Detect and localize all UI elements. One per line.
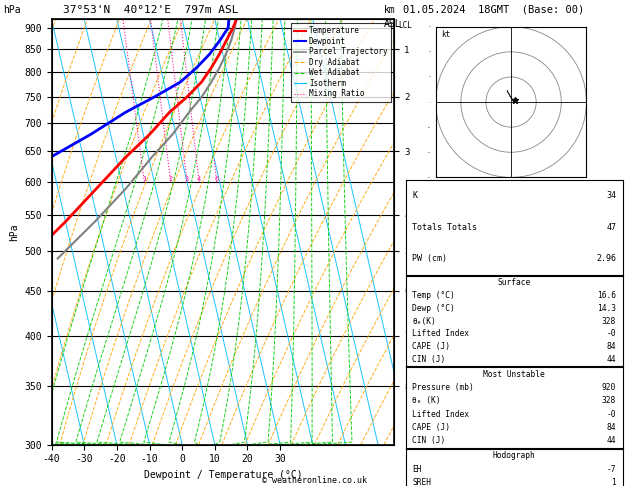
Text: Lifted Index: Lifted Index bbox=[412, 330, 469, 338]
Text: 328: 328 bbox=[602, 396, 616, 405]
Text: 44: 44 bbox=[607, 436, 616, 446]
Text: SREH: SREH bbox=[412, 478, 431, 486]
Text: 1: 1 bbox=[142, 175, 147, 182]
Text: LCL: LCL bbox=[399, 21, 413, 30]
Text: CAPE (J): CAPE (J) bbox=[412, 342, 450, 351]
Text: 2: 2 bbox=[169, 175, 173, 182]
Text: -0: -0 bbox=[607, 330, 616, 338]
Text: 1: 1 bbox=[611, 478, 616, 486]
Text: Totals Totals: Totals Totals bbox=[412, 223, 477, 232]
Text: 01.05.2024  18GMT  (Base: 00): 01.05.2024 18GMT (Base: 00) bbox=[403, 5, 584, 15]
Text: CIN (J): CIN (J) bbox=[412, 355, 445, 364]
Text: © weatheronline.co.uk: © weatheronline.co.uk bbox=[262, 476, 367, 485]
Text: hPa: hPa bbox=[3, 5, 21, 15]
Y-axis label: hPa: hPa bbox=[9, 223, 19, 241]
Text: Pressure (mb): Pressure (mb) bbox=[412, 383, 474, 392]
Text: 4: 4 bbox=[197, 175, 201, 182]
Text: 84: 84 bbox=[607, 342, 616, 351]
Y-axis label: Mixing Ratio (g/kg): Mixing Ratio (g/kg) bbox=[415, 181, 423, 283]
Text: 37°53'N  40°12'E  797m ASL: 37°53'N 40°12'E 797m ASL bbox=[63, 5, 239, 15]
Text: 44: 44 bbox=[607, 355, 616, 364]
Text: 2.96: 2.96 bbox=[596, 254, 616, 263]
Text: ASL: ASL bbox=[384, 19, 401, 30]
Text: -0: -0 bbox=[607, 410, 616, 419]
X-axis label: Dewpoint / Temperature (°C): Dewpoint / Temperature (°C) bbox=[143, 470, 303, 480]
Text: Most Unstable: Most Unstable bbox=[483, 369, 545, 379]
Text: K: K bbox=[412, 191, 417, 200]
Text: Hodograph: Hodograph bbox=[493, 451, 535, 460]
Text: EH: EH bbox=[412, 465, 421, 474]
Text: Surface: Surface bbox=[498, 278, 531, 287]
Text: CIN (J): CIN (J) bbox=[412, 436, 445, 446]
Text: 3: 3 bbox=[185, 175, 189, 182]
Text: 16.6: 16.6 bbox=[597, 291, 616, 300]
Text: -7: -7 bbox=[607, 465, 616, 474]
Text: 920: 920 bbox=[602, 383, 616, 392]
Text: CAPE (J): CAPE (J) bbox=[412, 423, 450, 432]
Text: θₑ(K): θₑ(K) bbox=[412, 316, 436, 326]
Text: Lifted Index: Lifted Index bbox=[412, 410, 469, 419]
Text: 34: 34 bbox=[606, 191, 616, 200]
Text: 328: 328 bbox=[602, 316, 616, 326]
Text: 84: 84 bbox=[607, 423, 616, 432]
Text: 14.3: 14.3 bbox=[597, 304, 616, 312]
Text: Dewp (°C): Dewp (°C) bbox=[412, 304, 455, 312]
Text: θₑ (K): θₑ (K) bbox=[412, 396, 441, 405]
Text: km: km bbox=[384, 5, 396, 15]
Text: 6: 6 bbox=[214, 175, 219, 182]
Text: kt: kt bbox=[441, 30, 450, 39]
Text: 47: 47 bbox=[606, 223, 616, 232]
Legend: Temperature, Dewpoint, Parcel Trajectory, Dry Adiabat, Wet Adiabat, Isotherm, Mi: Temperature, Dewpoint, Parcel Trajectory… bbox=[291, 23, 391, 102]
Text: Temp (°C): Temp (°C) bbox=[412, 291, 455, 300]
Text: PW (cm): PW (cm) bbox=[412, 254, 447, 263]
